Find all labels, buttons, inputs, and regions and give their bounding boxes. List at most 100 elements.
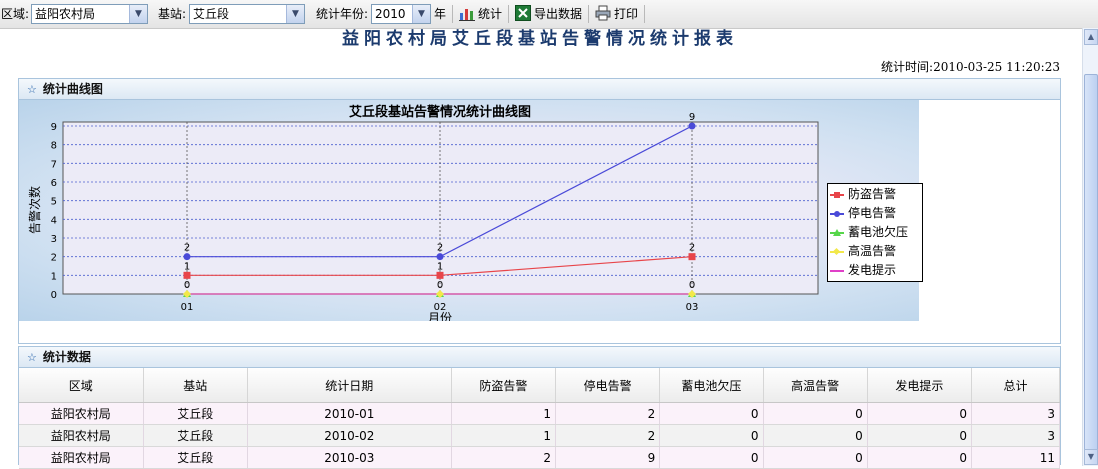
cell-date: 2010-03 bbox=[247, 446, 452, 469]
data-label: 1 bbox=[184, 261, 190, 272]
cell-battery: 0 bbox=[659, 424, 764, 447]
legend-item: 停电告警 bbox=[830, 204, 920, 223]
y-tick-label: 5 bbox=[51, 197, 57, 208]
data-point bbox=[688, 253, 696, 261]
legend-swatch bbox=[830, 191, 844, 199]
data-point bbox=[436, 290, 444, 298]
star-icon: ☆ bbox=[27, 83, 37, 96]
cell-station: 艾丘段 bbox=[143, 424, 248, 447]
data-label: 0 bbox=[437, 280, 443, 291]
year-select[interactable]: 2010 ▼ bbox=[371, 4, 431, 24]
chart-panel-header: ☆ 统计曲线图 bbox=[19, 79, 1060, 100]
column-header[interactable]: 基站 bbox=[143, 368, 248, 403]
cell-power-off: 2 bbox=[555, 402, 661, 425]
column-header[interactable]: 蓄电池欠压 bbox=[659, 368, 764, 403]
scroll-up-icon[interactable]: ▲ bbox=[1084, 29, 1098, 45]
data-point bbox=[688, 290, 696, 298]
y-tick-label: 4 bbox=[51, 215, 57, 226]
chevron-down-icon[interactable]: ▼ bbox=[129, 5, 147, 23]
stats-table: 区域 基站 统计日期 防盗告警 停电告警 蓄电池欠压 高温告警 发电提示 总计 … bbox=[19, 368, 1060, 469]
x-tick-label: 02 bbox=[434, 302, 447, 313]
cell-battery: 0 bbox=[659, 402, 764, 425]
chart-area: 0 1 2 3 4 5 6 7 8 9 01 02 03 艾丘段基站告警情况统计曲线图 月份 告警次数 2 2 9 1… bbox=[19, 100, 923, 325]
y-tick-label: 1 bbox=[51, 271, 57, 282]
stat-button-label: 统计 bbox=[478, 7, 503, 21]
legend-item: 发电提示 bbox=[830, 261, 920, 280]
y-tick-label: 2 bbox=[51, 253, 57, 264]
data-label: 2 bbox=[689, 243, 695, 254]
data-label: 2 bbox=[184, 243, 190, 254]
cell-high-temp: 0 bbox=[763, 402, 868, 425]
cell-generator: 0 bbox=[867, 402, 973, 425]
cell-total: 3 bbox=[971, 424, 1060, 447]
cell-station: 艾丘段 bbox=[143, 402, 248, 425]
legend-item: 蓄电池欠压 bbox=[830, 223, 920, 242]
toolbar-divider bbox=[452, 5, 453, 23]
chart-legend: 防盗告警 停电告警 蓄电池欠压 高温告警 发电提示 bbox=[827, 183, 923, 282]
cell-region: 益阳农村局 bbox=[19, 446, 144, 469]
toolbar-divider bbox=[644, 5, 645, 23]
legend-item: 高温告警 bbox=[830, 242, 920, 261]
cell-high-temp: 0 bbox=[763, 424, 868, 447]
column-header[interactable]: 高温告警 bbox=[763, 368, 868, 403]
column-header[interactable]: 总计 bbox=[971, 368, 1060, 403]
table-row: 益阳农村局 艾丘段 2010-01 1 2 0 0 0 3 bbox=[19, 402, 1060, 425]
column-header[interactable]: 区域 bbox=[19, 368, 144, 403]
column-header[interactable]: 发电提示 bbox=[867, 368, 973, 403]
cell-region: 益阳农村局 bbox=[19, 424, 144, 447]
chevron-down-icon[interactable]: ▼ bbox=[412, 5, 430, 23]
legend-label: 发电提示 bbox=[848, 263, 897, 277]
legend-label: 停电告警 bbox=[848, 206, 897, 220]
y-tick-label: 8 bbox=[51, 141, 57, 152]
cell-total: 11 bbox=[971, 446, 1060, 469]
scrollbar-thumb[interactable] bbox=[1084, 74, 1098, 454]
column-header[interactable]: 统计日期 bbox=[247, 368, 452, 403]
data-label: 0 bbox=[689, 280, 695, 291]
stat-button[interactable]: 统计 bbox=[459, 0, 502, 28]
cell-power-off: 9 bbox=[555, 446, 661, 469]
year-label: 统计年份: bbox=[316, 7, 369, 21]
legend-swatch bbox=[830, 267, 844, 275]
column-header[interactable]: 防盗告警 bbox=[451, 368, 556, 403]
data-panel: ☆ 统计数据 区域 基站 统计日期 防盗告警 停电告警 蓄电池欠压 高温告警 发电… bbox=[18, 346, 1061, 469]
cell-theft: 1 bbox=[451, 402, 556, 425]
report-title: 益阳农村局艾丘段基站告警情况统计报表 bbox=[342, 29, 738, 49]
vertical-scrollbar[interactable]: ▲ ▼ bbox=[1082, 28, 1098, 466]
star-icon: ☆ bbox=[27, 351, 37, 364]
cell-date: 2010-02 bbox=[247, 424, 452, 447]
print-button[interactable]: 打印 bbox=[595, 0, 638, 28]
cell-generator: 0 bbox=[867, 446, 973, 469]
toolbar-divider bbox=[508, 5, 509, 23]
station-label: 基站: bbox=[158, 7, 187, 21]
table-row: 益阳农村局 艾丘段 2010-02 1 2 0 0 0 3 bbox=[19, 424, 1060, 447]
export-button[interactable]: 导出数据 bbox=[515, 0, 582, 28]
year-select-value: 2010 bbox=[375, 7, 406, 21]
station-select-value: 艾丘段 bbox=[193, 7, 230, 21]
table-row: 益阳农村局 艾丘段 2010-03 2 9 0 0 0 11 bbox=[19, 446, 1060, 469]
data-point bbox=[183, 290, 191, 298]
chevron-down-icon[interactable]: ▼ bbox=[286, 5, 304, 23]
bar-chart-icon bbox=[459, 9, 475, 21]
data-panel-header: ☆ 统计数据 bbox=[19, 347, 1060, 368]
data-point bbox=[436, 253, 444, 261]
y-tick-label: 3 bbox=[51, 234, 57, 245]
region-label: 区域: bbox=[1, 7, 30, 21]
year-suffix: 年 bbox=[434, 7, 447, 21]
scroll-down-icon[interactable]: ▼ bbox=[1084, 449, 1098, 465]
cell-station: 艾丘段 bbox=[143, 446, 248, 469]
chart-panel: ☆ 统计曲线图 0 1 2 3 4 5 6 7 8 9 01 02 03 艾丘段基站告警情况统计曲线图 月份告… bbox=[18, 78, 1061, 344]
legend-swatch bbox=[830, 247, 844, 256]
column-header[interactable]: 停电告警 bbox=[555, 368, 661, 403]
region-select[interactable]: 益阳农村局 ▼ bbox=[31, 4, 148, 24]
x-axis-label: 月份 bbox=[428, 311, 452, 321]
print-button-label: 打印 bbox=[614, 7, 639, 21]
data-label: 9 bbox=[689, 112, 695, 123]
data-point bbox=[436, 271, 444, 279]
cell-theft: 2 bbox=[451, 446, 556, 469]
cell-battery: 0 bbox=[659, 446, 764, 469]
station-select[interactable]: 艾丘段 ▼ bbox=[189, 4, 305, 24]
legend-swatch bbox=[830, 228, 844, 237]
data-point bbox=[688, 122, 696, 130]
data-label: 1 bbox=[437, 261, 443, 272]
y-tick-label: 7 bbox=[51, 159, 57, 170]
